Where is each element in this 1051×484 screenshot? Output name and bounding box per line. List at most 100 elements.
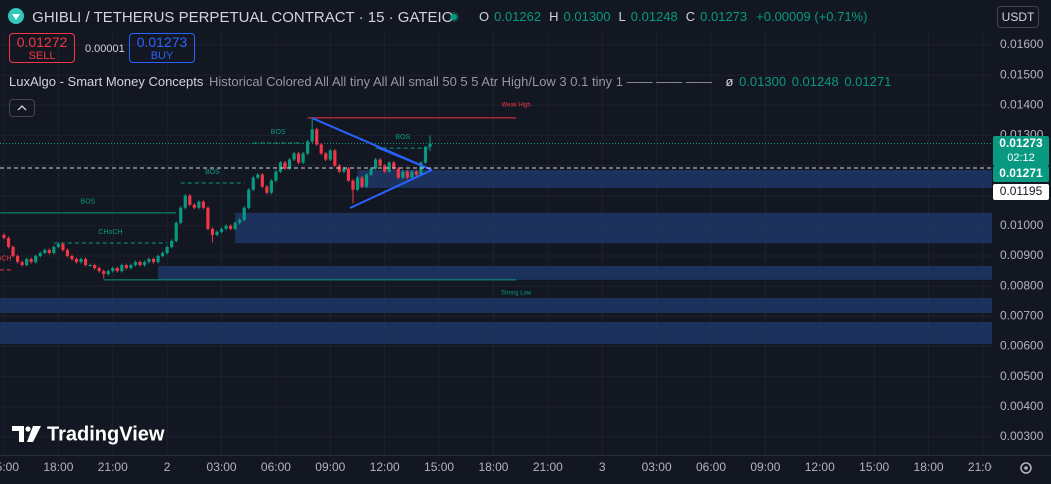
candle-body <box>287 159 292 169</box>
candle-body <box>319 144 323 154</box>
candle-body <box>238 219 242 223</box>
candle-body <box>65 249 70 257</box>
y-tick-label: 0.00600 <box>1000 339 1044 353</box>
structure-label: BOS <box>271 129 286 136</box>
candle-body <box>151 259 156 263</box>
indicator-symbol: ø <box>725 74 734 89</box>
crosshair-price-box <box>993 184 1049 200</box>
watermark-text: TradingView <box>47 423 165 445</box>
candle-body <box>387 162 391 172</box>
order-block-zone <box>357 170 992 188</box>
candle-body <box>124 265 128 269</box>
ohlc-key: C <box>685 9 696 24</box>
watermark-logo <box>27 426 41 442</box>
candle-body <box>333 150 337 166</box>
candle-body <box>115 268 119 272</box>
structure-label: BOS <box>205 169 220 176</box>
watermark-logo <box>25 426 31 432</box>
candle-body <box>201 201 206 208</box>
logo-gem <box>12 14 20 20</box>
candle-body <box>219 228 224 232</box>
candle-body <box>29 259 33 263</box>
collapse-icon <box>17 105 27 111</box>
ohlc-change: +0.00009 (+0.71%) <box>756 9 868 24</box>
trend-line[interactable] <box>377 147 433 171</box>
candle-body <box>133 262 138 266</box>
watermark: TradingView <box>12 423 165 445</box>
x-tick-label: 2 <box>164 460 171 474</box>
candle-body <box>405 171 409 178</box>
candle-body <box>179 207 183 223</box>
candle-body <box>165 246 169 253</box>
candle-body <box>414 171 419 175</box>
indicator-name[interactable]: LuxAlgo - Smart Money Concepts <box>9 74 204 89</box>
order-block-zone <box>0 297 992 313</box>
x-tick-label: 12:00 <box>805 460 835 474</box>
candle-body <box>233 222 237 229</box>
trend-line[interactable] <box>349 169 433 209</box>
candle-body <box>401 171 405 178</box>
ohlc-item: H 0.01300 <box>549 9 614 24</box>
candle-body <box>102 271 106 275</box>
countdown-label: 02:12 <box>1007 152 1035 164</box>
candle-body <box>2 234 6 238</box>
y-tick-label: 0.01600 <box>1000 37 1044 51</box>
candle-body <box>147 259 151 263</box>
candle-body <box>170 240 174 247</box>
y-tick-label: 0.01000 <box>1000 218 1044 232</box>
collapse-button[interactable] <box>9 99 35 117</box>
symbol-logo <box>8 8 24 24</box>
ohlc-item: L 0.01248 <box>619 9 682 24</box>
x-tick-label: 09:00 <box>750 460 780 474</box>
candle-body <box>369 168 373 175</box>
candle-body <box>11 246 15 257</box>
buy-button[interactable]: 0.01273 BUY <box>129 33 195 63</box>
candle-body <box>256 174 260 178</box>
triangle-drawing <box>0 117 992 209</box>
symbol-title[interactable]: GHIBLI / TETHERUS PERPETUAL CONTRACT · 1… <box>32 9 454 26</box>
settings-icon[interactable] <box>1024 466 1028 470</box>
candle-body <box>215 231 219 235</box>
candle-body <box>197 201 201 208</box>
y-tick-label: 0.00800 <box>1000 278 1044 292</box>
candle-body <box>20 262 24 266</box>
order-block-zone <box>158 265 992 280</box>
last-price-box <box>993 136 1049 166</box>
candle-body <box>83 259 88 266</box>
candle-body <box>278 162 283 172</box>
ohlc-values: O 0.01262 H 0.01300 L 0.01248 C 0.01273 +0.00009… <box>479 9 871 24</box>
candle-body <box>183 195 187 208</box>
indicator-value: 0.01248 <box>791 74 839 89</box>
x-tick-label: 12:00 <box>370 460 400 474</box>
candle-body <box>423 146 428 163</box>
crosshair-price-label: 0.01195 <box>1000 184 1043 198</box>
y-tick-label: 0.01400 <box>1000 97 1044 111</box>
candle-body <box>56 243 60 247</box>
y-tick-label: 0.00500 <box>1000 369 1044 383</box>
plot-area: BOS CHoCH CHoCH BOS BOS BOS Weak High Strong Lo… <box>0 102 992 345</box>
candle-body <box>396 168 400 178</box>
structure-label: CHoCH <box>98 229 122 236</box>
candle-body <box>210 228 215 235</box>
candle-body <box>260 174 264 187</box>
candle-body <box>374 159 378 169</box>
y-tick-label: 0.01500 <box>1000 67 1044 81</box>
candle-body <box>247 189 251 208</box>
indicator-legend: LuxAlgo - Smart Money Concepts Historica… <box>9 74 891 89</box>
swing-level-label: Strong Low <box>501 290 532 296</box>
candle-body <box>328 150 332 160</box>
market-status[interactable] <box>448 11 460 23</box>
sell-price: 0.01272 <box>16 34 68 50</box>
x-tick-label: 18:00 <box>478 460 508 474</box>
settings-icon[interactable] <box>1020 462 1032 474</box>
candle-body <box>161 252 165 257</box>
candle-body <box>15 256 20 263</box>
currency-button[interactable]: USDT <box>997 6 1039 28</box>
ohlc-item: C 0.01273 <box>686 9 751 24</box>
sell-button[interactable]: 0.01272 SELL <box>9 33 75 63</box>
candle-body <box>378 159 382 166</box>
candle-body <box>269 180 273 193</box>
candle-body <box>251 177 255 190</box>
candle-body <box>79 259 83 263</box>
